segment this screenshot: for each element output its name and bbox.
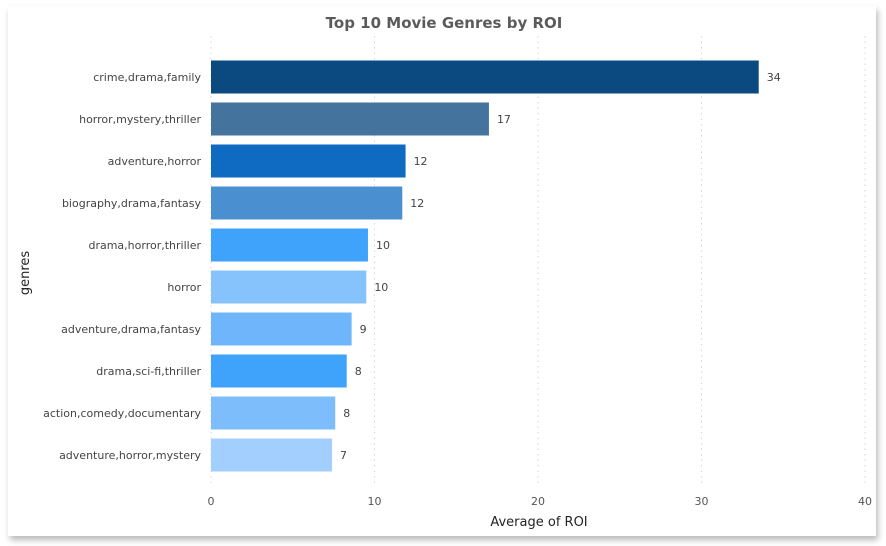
category-label: drama,sci-fi,thriller <box>96 365 201 378</box>
bar[interactable] <box>211 144 406 178</box>
bar[interactable] <box>211 438 332 472</box>
bar[interactable] <box>211 270 367 304</box>
data-label: 7 <box>340 449 347 462</box>
bar[interactable] <box>211 102 489 136</box>
category-label: adventure,horror,mystery <box>59 449 201 462</box>
category-label: adventure,horror <box>108 155 202 168</box>
data-label: 12 <box>410 197 424 210</box>
y-axis-title: genres <box>18 251 33 296</box>
x-tick-label: 10 <box>368 495 382 508</box>
category-label: adventure,drama,fantasy <box>61 323 201 336</box>
data-labels: 34 17 12 12 10 10 9 8 8 7 <box>340 71 781 462</box>
bar[interactable] <box>211 186 403 220</box>
bar[interactable] <box>211 60 759 94</box>
x-tick-label: 40 <box>858 495 872 508</box>
bar-chart: Top 10 Movie Genres by ROI crime,drama,f… <box>18 14 873 530</box>
data-label: 8 <box>355 365 362 378</box>
chart-title: Top 10 Movie Genres by ROI <box>326 14 563 32</box>
bar[interactable] <box>211 312 352 346</box>
category-label: crime,drama,family <box>93 71 201 84</box>
x-tick-labels: 0 10 20 30 40 <box>208 495 873 508</box>
data-label: 10 <box>374 281 388 294</box>
category-label: horror,mystery,thriller <box>79 113 201 126</box>
category-label: action,comedy,documentary <box>43 407 201 420</box>
category-label: horror <box>167 281 201 294</box>
bar[interactable] <box>211 354 347 388</box>
chart-card: Top 10 Movie Genres by ROI crime,drama,f… <box>8 6 876 536</box>
data-label: 34 <box>767 71 781 84</box>
data-label: 12 <box>414 155 428 168</box>
bars <box>211 60 759 472</box>
x-tick-label: 20 <box>531 495 545 508</box>
category-label: drama,horror,thriller <box>88 239 201 252</box>
x-tick-label: 0 <box>208 495 215 508</box>
category-label: biography,drama,fantasy <box>62 197 202 210</box>
data-label: 17 <box>497 113 511 126</box>
bar[interactable] <box>211 396 336 430</box>
bar[interactable] <box>211 228 368 262</box>
x-axis-title: Average of ROI <box>490 515 587 530</box>
data-label: 8 <box>343 407 350 420</box>
data-label: 10 <box>376 239 390 252</box>
category-labels: crime,drama,family horror,mystery,thrille… <box>43 71 201 462</box>
x-tick-label: 30 <box>695 495 709 508</box>
data-label: 9 <box>360 323 367 336</box>
